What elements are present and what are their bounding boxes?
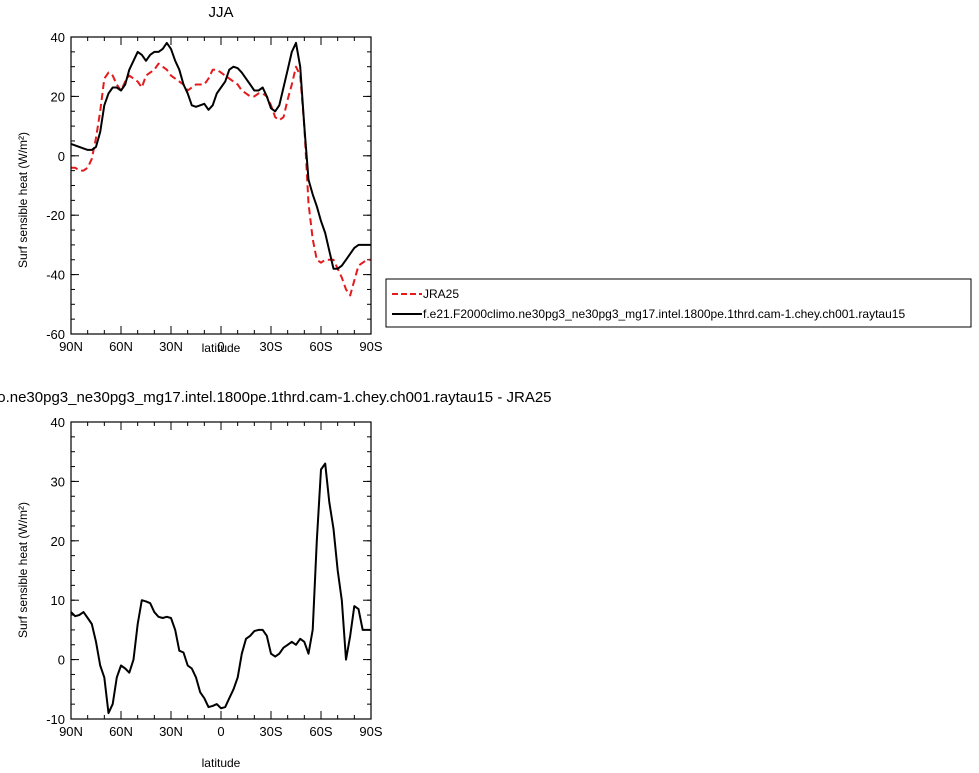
top-x-tick-label: 60S — [309, 339, 332, 354]
top-chart-frame — [70, 36, 372, 335]
bottom-y-tick-label: 0 — [58, 653, 65, 668]
top-chart-x-axis-label: latitude — [202, 341, 241, 355]
top-series-line-1 — [70, 41, 371, 270]
bottom-x-tick-label: 60S — [309, 724, 332, 739]
legend-box — [385, 278, 972, 328]
bottom-y-tick-label: 40 — [51, 415, 65, 430]
top-series-line-0 — [71, 62, 371, 297]
top-y-tick-label: 20 — [51, 89, 65, 104]
bottom-x-tick-label: 90N — [59, 724, 83, 739]
bottom-series-line-0 — [70, 462, 371, 715]
bottom-x-tick-label: 90S — [359, 724, 382, 739]
top-x-tick-label: 90S — [359, 339, 382, 354]
bottom-x-tick-label: 30S — [259, 724, 282, 739]
bottom-chart-frame — [70, 421, 372, 720]
top-x-tick-label: 30N — [159, 339, 183, 354]
bottom-x-tick-label: 60N — [109, 724, 133, 739]
bottom-x-tick-label: 0 — [217, 724, 224, 739]
bottom-y-tick-label: 10 — [51, 593, 65, 608]
top-chart-series — [70, 41, 371, 297]
top-y-tick-label: -40 — [46, 268, 65, 283]
top-y-tick-label: -20 — [46, 208, 65, 223]
legend-label-model: f.e21.F2000climo.ne30pg3_ne30pg3_mg17.in… — [423, 307, 905, 321]
legend: JRA25 f.e21.F2000climo.ne30pg3_ne30pg3_m… — [385, 278, 972, 328]
top-x-tick-label: 30S — [259, 339, 282, 354]
bottom-chart-title: f.e21.F2000climo.ne30pg3_ne30pg3_mg17.in… — [0, 389, 552, 406]
top-chart-title: JJA — [208, 4, 233, 21]
bottom-y-tick-label: 20 — [51, 534, 65, 549]
bottom-y-tick-label: 30 — [51, 474, 65, 489]
bottom-chart-x-axis-label: latitude — [202, 756, 241, 770]
top-y-tick-label: 0 — [58, 149, 65, 164]
bottom-y-tick-label: -10 — [46, 712, 65, 727]
bottom-chart-series — [70, 462, 371, 715]
top-y-tick-label: -60 — [46, 327, 65, 342]
top-x-tick-label: 60N — [109, 339, 133, 354]
bottom-chart-ticks: 90N 60N 30N 0 30S 60S 90S -10 0 10 20 30 40 — [46, 415, 383, 739]
bottom-chart-y-axis-label: Surf sensible heat (W/m²) — [16, 502, 30, 638]
bottom-chart-panel: f.e21.F2000climo.ne30pg3_ne30pg3_mg17.in… — [0, 389, 552, 770]
legend-label-jra25: JRA25 — [423, 287, 459, 301]
top-x-tick-label: 90N — [59, 339, 83, 354]
top-chart-panel: JJA Surf sensible heat (W/m²) latitude 9… — [16, 4, 383, 355]
top-chart-y-axis-label: Surf sensible heat (W/m²) — [16, 132, 30, 268]
bottom-x-tick-label: 30N — [159, 724, 183, 739]
top-y-tick-label: 40 — [51, 30, 65, 45]
top-x-tick-label: 0 — [217, 339, 224, 354]
top-chart-ticks: 90N 60N 30N 0 30S 60S 90S -60 -40 -20 0 20 40 — [46, 30, 383, 354]
